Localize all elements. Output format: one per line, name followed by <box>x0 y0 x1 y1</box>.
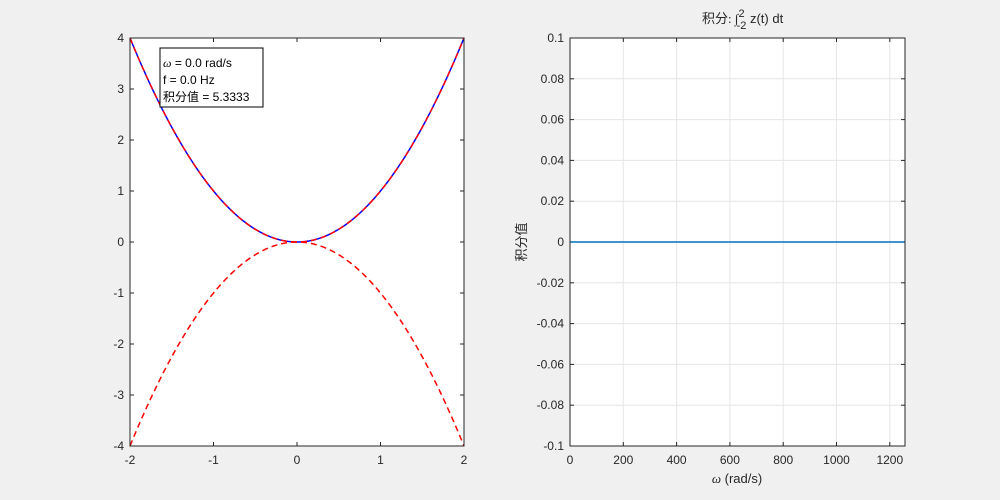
right-axes-box <box>569 37 906 447</box>
right-title: 积分: ∫2 -2 z(t) dt <box>702 8 784 32</box>
right-ytick-label: -0.04 <box>537 317 565 331</box>
left-lines <box>129 37 465 447</box>
right-ytick-label: -0.1 <box>543 439 564 453</box>
right-title-lower-limit: -2 <box>737 20 747 32</box>
left-ytick-label: -2 <box>113 337 124 351</box>
left-ytick-label: 2 <box>117 133 124 147</box>
right-xtick-label: 400 <box>667 453 687 467</box>
right-title-suffix: z(t) dt <box>746 11 783 26</box>
right-xlabel-unit: (rad/s) <box>721 471 762 486</box>
right-xlabel-omega: ω <box>712 471 721 486</box>
right-xtick-label: 200 <box>613 453 633 467</box>
right-ytick-label: -0.08 <box>537 398 565 412</box>
left-ytick-label: -1 <box>113 286 124 300</box>
right-ticklabels: 0 200 400 600 800 1000 1200 -0.1 -0.08 -0.06 -0.04… <box>537 31 904 467</box>
left-ytick-label: -4 <box>113 439 124 453</box>
right-ytick-label: 0.08 <box>541 72 565 86</box>
right-axes: 0 200 400 600 800 1000 1200 -0.1 -0.08 -0.06 -0.04… <box>514 8 906 486</box>
left-ytick-label: 3 <box>117 82 124 96</box>
right-xlabel: ω (rad/s) <box>712 471 762 486</box>
right-title-prefix: 积分: <box>702 11 735 26</box>
right-xtick-label: 800 <box>773 453 793 467</box>
left-xtick-label: -2 <box>125 453 136 467</box>
left-ticklabels: -2 -1 0 1 2 -4 -3 -2 -1 0 1 2 3 4 <box>113 31 467 467</box>
right-ylabel: 积分值 <box>514 222 529 261</box>
legend-frame <box>159 47 264 108</box>
right-ytick-label: -0.02 <box>537 276 565 290</box>
left-ytick-label: 1 <box>117 184 124 198</box>
right-xtick-label: 1200 <box>876 453 903 467</box>
right-xtick-label: 0 <box>567 453 574 467</box>
right-ytick-label: 0.06 <box>541 113 565 127</box>
left-xtick-label: 0 <box>294 453 301 467</box>
right-xtick-label: 1000 <box>823 453 850 467</box>
left-ytick-label: 0 <box>117 235 124 249</box>
right-ytick-label: -0.06 <box>537 357 565 371</box>
right-title-upper-limit: 2 <box>738 8 744 20</box>
left-ytick-label: 4 <box>117 31 124 45</box>
left-ytick-label: -3 <box>113 388 124 402</box>
legend-omega-line: ω = 0.0 rad/s <box>163 56 232 70</box>
left-axes-box <box>129 37 465 447</box>
left-series-line-2 <box>129 241 465 447</box>
right-ytick-label: 0.02 <box>541 194 565 208</box>
right-ytick-label: 0.1 <box>547 31 564 45</box>
left-xtick-label: -1 <box>208 453 219 467</box>
left-axes: -2 -1 0 1 2 -4 -3 -2 -1 0 1 2 3 4 ω = 0.0 rad/s f = 0… <box>113 31 467 467</box>
legend-omega-value: = 0.0 rad/s <box>171 56 231 70</box>
legend-omega-symbol: ω <box>163 56 171 70</box>
right-ytick-label: 0.04 <box>541 153 565 167</box>
integral-sign: ∫ <box>734 11 740 27</box>
right-ytick-label: 0 <box>557 235 564 249</box>
left-xtick-label: 1 <box>377 453 384 467</box>
legend-integral-value: 积分值 = 5.3333 <box>163 89 250 104</box>
legend-box: ω = 0.0 rad/s f = 0.0 Hz 积分值 = 5.3333 <box>159 47 264 108</box>
right-xtick-label: 600 <box>720 453 740 467</box>
legend-frequency: f = 0.0 Hz <box>163 73 215 87</box>
left-xtick-label: 2 <box>461 453 468 467</box>
